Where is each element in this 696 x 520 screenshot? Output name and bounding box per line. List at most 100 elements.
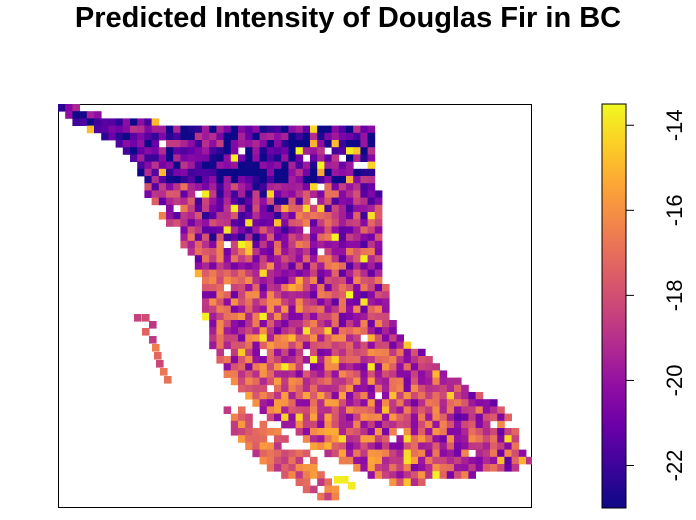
raster-cell — [374, 449, 383, 458]
raster-cell — [353, 413, 361, 422]
raster-cell — [216, 255, 224, 263]
raster-cell — [230, 219, 239, 227]
raster-cell — [374, 305, 383, 314]
raster-cell — [475, 420, 484, 429]
raster-cell — [144, 140, 152, 148]
raster-cell — [454, 420, 462, 429]
raster-cell — [396, 370, 404, 378]
raster-cell — [122, 125, 131, 134]
raster-cell — [302, 291, 311, 299]
raster-cell — [425, 384, 433, 393]
raster-cell — [166, 132, 174, 141]
raster-cell — [331, 219, 340, 227]
raster-cell — [317, 262, 325, 270]
raster-cell — [331, 183, 340, 191]
raster-cell — [504, 442, 512, 450]
raster-cell — [274, 312, 282, 321]
raster-cell — [230, 291, 239, 299]
raster-cell — [216, 262, 224, 270]
raster-cell — [367, 428, 376, 436]
raster-cell — [403, 435, 412, 443]
raster-cell — [209, 219, 217, 227]
raster-cell — [439, 456, 448, 465]
raster-cell — [331, 269, 340, 278]
raster-cell — [403, 392, 412, 400]
raster-cell — [432, 370, 440, 378]
raster-cell — [288, 262, 296, 270]
raster-cell — [317, 406, 325, 414]
raster-cell — [274, 305, 282, 314]
raster-cell — [338, 262, 347, 270]
raster-cell — [259, 356, 268, 364]
raster-cell — [331, 190, 340, 198]
raster-cell — [137, 132, 145, 141]
raster-cell — [324, 392, 332, 400]
raster-cell — [367, 161, 376, 170]
raster-cell — [324, 255, 332, 263]
raster-cell — [288, 406, 296, 414]
raster-cell — [166, 183, 174, 191]
raster-cell — [396, 471, 404, 479]
raster-cell — [266, 197, 275, 206]
raster-cell — [410, 413, 419, 422]
raster-cell — [338, 356, 347, 364]
raster-cell — [353, 183, 361, 191]
raster-cell — [266, 233, 275, 242]
raster-cell — [331, 449, 340, 458]
raster-cell — [432, 399, 440, 407]
raster-cell — [252, 428, 260, 436]
raster-cell — [331, 356, 340, 364]
raster-cell — [482, 399, 491, 407]
raster-cell — [252, 248, 260, 256]
raster-cell — [346, 140, 354, 148]
raster-cell — [295, 370, 304, 378]
raster-cell — [130, 147, 138, 155]
raster-cell — [259, 125, 268, 134]
raster-cell — [223, 190, 232, 198]
raster-cell — [446, 406, 455, 414]
raster-cell — [238, 212, 246, 220]
legend-tick-label: -16 — [662, 194, 687, 226]
raster-cell — [353, 435, 361, 443]
raster-cell — [252, 176, 260, 184]
raster-cell — [194, 233, 203, 242]
raster-cell — [331, 363, 340, 371]
raster-cell — [382, 341, 390, 350]
raster-cell — [382, 356, 390, 364]
raster-cell — [425, 456, 433, 465]
raster-cell — [317, 255, 325, 263]
raster-cell — [475, 442, 484, 450]
raster-cell — [245, 363, 253, 371]
raster-cell — [317, 233, 325, 242]
raster-cell — [310, 312, 318, 321]
raster-cell — [223, 183, 232, 191]
raster-cell — [266, 161, 275, 170]
raster-cell — [288, 384, 296, 393]
raster-cell — [274, 262, 282, 270]
raster-cell — [360, 204, 368, 213]
raster-cell — [461, 384, 469, 393]
raster-cell — [374, 399, 383, 407]
raster-cell — [230, 248, 239, 256]
raster-cell — [274, 269, 282, 278]
raster-cell — [324, 197, 332, 206]
raster-cell — [454, 413, 462, 422]
raster-cell — [432, 392, 440, 400]
raster-cell — [302, 240, 311, 249]
raster-cell — [302, 176, 311, 184]
raster-cell — [382, 435, 390, 443]
raster-cell — [490, 406, 498, 414]
raster-cell — [331, 413, 340, 422]
raster-cell — [338, 413, 347, 422]
raster-cell — [396, 384, 404, 393]
raster-cell — [310, 204, 318, 213]
raster-cell — [338, 161, 347, 170]
raster-cell — [245, 240, 253, 249]
raster-cell — [468, 420, 476, 429]
raster-cell — [302, 161, 311, 170]
raster-cell — [134, 314, 142, 322]
raster-cell — [432, 442, 440, 450]
raster-cell — [202, 154, 210, 162]
raster-cell — [338, 204, 347, 213]
raster-cell — [302, 190, 311, 198]
